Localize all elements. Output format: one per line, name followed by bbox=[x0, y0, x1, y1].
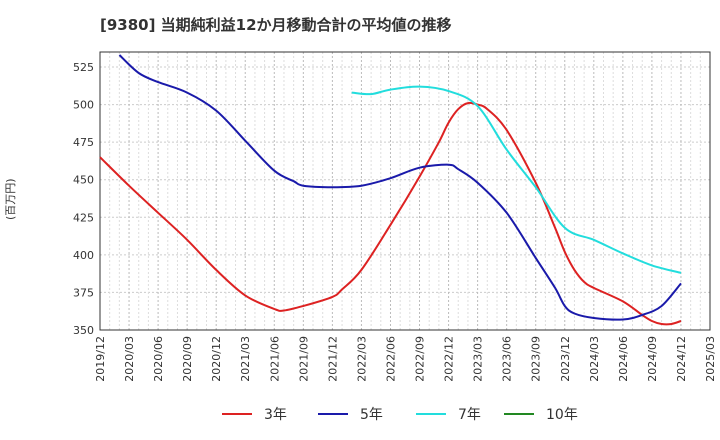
x-tick-label: 2024/12 bbox=[675, 336, 688, 382]
series-lines bbox=[99, 54, 682, 326]
y-tick-label: 475 bbox=[73, 136, 94, 149]
chart-title: [9380] 当期純利益12か月移動合計の平均値の推移 bbox=[100, 16, 452, 34]
x-tick-label: 2021/06 bbox=[268, 336, 281, 382]
y-tick-label: 525 bbox=[73, 61, 94, 74]
legend-label-3: 7年 bbox=[458, 407, 481, 423]
y-tick-labels: 350 375 400 425 450 475 500 525 bbox=[73, 61, 94, 337]
x-tick-label: 2019/12 bbox=[94, 336, 107, 382]
x-tick-label: 2020/12 bbox=[210, 336, 223, 382]
x-tick-label: 2020/09 bbox=[181, 336, 194, 382]
x-tick-label: 2021/09 bbox=[297, 336, 310, 382]
x-tick-label: 2020/03 bbox=[123, 336, 136, 382]
x-tick-label: 2025/03 bbox=[704, 336, 717, 382]
legend-label-1: 3年 bbox=[264, 407, 287, 423]
x-tick-label: 2024/03 bbox=[588, 336, 601, 382]
x-tick-label: 2023/06 bbox=[501, 336, 514, 382]
x-tick-label: 2022/06 bbox=[384, 336, 397, 382]
x-tick-label: 2024/09 bbox=[646, 336, 659, 382]
x-tick-label: 2022/12 bbox=[443, 336, 456, 382]
y-tick-label: 400 bbox=[73, 249, 94, 262]
legend-label-4: 10年 bbox=[546, 407, 578, 423]
x-tick-label: 2023/09 bbox=[530, 336, 543, 382]
x-tick-label: 2023/12 bbox=[559, 336, 572, 382]
y-tick-label: 425 bbox=[73, 211, 94, 224]
plot-area-border bbox=[99, 51, 711, 331]
legend-label-2: 5年 bbox=[360, 407, 383, 423]
x-tick-label: 2020/06 bbox=[152, 336, 165, 382]
x-tick-label: 2021/12 bbox=[326, 336, 339, 382]
x-tick-label: 2023/03 bbox=[472, 336, 485, 382]
x-tick-label: 2022/09 bbox=[414, 336, 427, 382]
series-line-1 bbox=[99, 101, 682, 326]
legend: 3年 5年 7年 10年 bbox=[222, 407, 578, 423]
y-tick-label: 450 bbox=[73, 174, 94, 187]
x-tick-label: 2024/06 bbox=[617, 336, 630, 382]
x-tick-label: 2021/03 bbox=[239, 336, 252, 382]
series-line-3 bbox=[351, 85, 682, 274]
series-line-2 bbox=[118, 54, 682, 321]
y-tick-label: 350 bbox=[73, 324, 94, 337]
y-tick-label: 500 bbox=[73, 99, 94, 112]
y-tick-label: 375 bbox=[73, 286, 94, 299]
x-tick-label: 2022/03 bbox=[355, 336, 368, 382]
x-tick-labels: 2019/12 2020/03 2020/06 2020/09 2020/12 2021/… bbox=[94, 336, 717, 382]
